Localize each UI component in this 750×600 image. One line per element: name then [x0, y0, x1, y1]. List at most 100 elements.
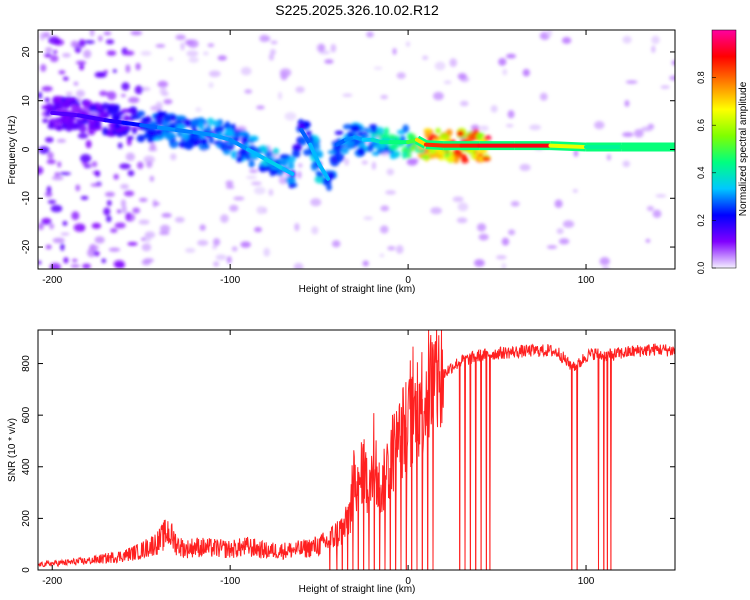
heatmap-cell: [405, 41, 411, 47]
heatmap-cell: [344, 158, 349, 166]
heatmap-cell: [183, 119, 192, 127]
heatmap-cell: [468, 131, 477, 141]
heatmap-cell: [388, 143, 399, 151]
heatmap-cell: [46, 185, 52, 194]
ridge-segment: [121, 120, 144, 128]
heatmap-cell: [65, 91, 73, 96]
heatmap-cell: [87, 248, 96, 258]
heatmap-cell: [268, 188, 274, 196]
heatmap-cell: [163, 98, 173, 105]
heatmap-cell: [113, 173, 119, 180]
heatmap-cell: [38, 166, 44, 175]
heatmap-cell: [327, 150, 337, 155]
colorbar-label: Normalized spectral amplitude: [738, 81, 749, 216]
heatmap-cell: [379, 225, 389, 234]
heatmap-cell: [249, 169, 258, 173]
snr-frame: [37, 329, 676, 571]
heatmap-cell: [119, 163, 131, 170]
heatmap-cell: [206, 117, 215, 126]
heatmap-cell: [94, 109, 106, 114]
heatmap-cell: [546, 245, 558, 249]
heatmap-cell: [157, 80, 169, 88]
heatmap-cell: [61, 123, 68, 130]
heatmap-cell: [297, 171, 302, 179]
heatmap-cell: [470, 124, 480, 131]
heatmap-cell: [449, 58, 458, 68]
heatmap-cell: [127, 170, 135, 177]
heatmap-cell: [120, 124, 129, 130]
heatmap-cell: [50, 204, 63, 213]
heatmap-cell: [126, 135, 134, 140]
heatmap-cell: [60, 243, 65, 251]
ridge-segment: [423, 142, 446, 148]
heatmap-cell: [476, 223, 487, 232]
heatmap-cell: [94, 236, 105, 244]
heatmap-cell: [317, 152, 323, 158]
heatmap-cell: [423, 128, 433, 133]
ridge-segment: [299, 127, 313, 147]
colorbar-tick-label: 0.8: [696, 71, 706, 84]
heatmap-cell: [42, 118, 49, 123]
heatmap-cell: [161, 91, 169, 97]
heatmap-cell: [83, 164, 91, 169]
heatmap-cell: [136, 161, 144, 170]
heatmap-cell: [250, 181, 262, 186]
heatmap-cell: [75, 60, 87, 65]
heatmap-cell: [478, 233, 489, 241]
heatmap-cell: [671, 60, 675, 66]
heatmap-cell: [562, 220, 575, 228]
heatmap-cell: [452, 196, 464, 203]
heatmap-cell: [277, 91, 283, 100]
heatmap-cell: [190, 133, 201, 139]
heatmap-cell: [625, 80, 638, 84]
ridge-segment: [156, 125, 179, 132]
snr-x-label: Height of straight line (km): [299, 584, 416, 595]
heatmap-cell: [298, 163, 303, 168]
heatmap-cell: [44, 53, 52, 58]
heatmap-cell: [103, 31, 112, 36]
heatmap-cell: [622, 160, 631, 168]
heatmap-cell: [558, 238, 570, 245]
heatmap-cell: [256, 105, 265, 110]
heatmap-cell: [651, 45, 656, 54]
heatmap-cell: [185, 248, 196, 253]
heatmap-cell: [456, 130, 465, 138]
colorbar-tick-label: 0.4: [696, 167, 706, 180]
heatmap-cell: [406, 158, 418, 166]
heatmap-cell: [435, 127, 441, 134]
heatmap-cell: [94, 170, 101, 177]
heatmap-cell: [80, 195, 89, 201]
heatmap-cell: [394, 150, 401, 158]
heatmap-cell: [641, 126, 653, 132]
heatmap-cell: [114, 222, 126, 229]
heatmap-cell: [430, 207, 442, 215]
heatmap-cell: [188, 57, 199, 63]
heatmap-cell: [556, 228, 564, 235]
heatmap-cell: [159, 224, 171, 233]
heatmap-cell: [155, 44, 166, 48]
spectrogram-x-axis: -200 -100 0 100: [42, 30, 595, 286]
heatmap-cell: [269, 168, 275, 177]
spectrogram-y-tick-label: -20: [21, 239, 32, 254]
heatmap-cell: [49, 223, 55, 230]
ridge-segment: [76, 113, 108, 123]
heatmap-cell: [138, 197, 148, 202]
heatmap-cell: [498, 57, 507, 66]
spectrogram-y-tick-label: 10: [21, 95, 32, 107]
heatmap-cell: [357, 147, 366, 156]
heatmap-cell: [199, 224, 206, 231]
spectrogram-x-tick-label: -100: [220, 275, 240, 286]
heatmap-cell: [331, 240, 341, 248]
heatmap-cell: [263, 247, 271, 257]
heatmap-cell: [80, 118, 90, 125]
heatmap-cell: [439, 132, 449, 141]
snr-x-axis: -200 -100 0 100: [42, 330, 595, 587]
heatmap-cell: [58, 70, 66, 75]
heatmap-cell: [208, 136, 215, 144]
ridge-segment: [174, 127, 197, 135]
heatmap-cell: [622, 132, 634, 137]
heatmap-cell: [291, 149, 301, 158]
heatmap-cell: [622, 35, 632, 44]
heatmap-cell: [60, 232, 70, 236]
